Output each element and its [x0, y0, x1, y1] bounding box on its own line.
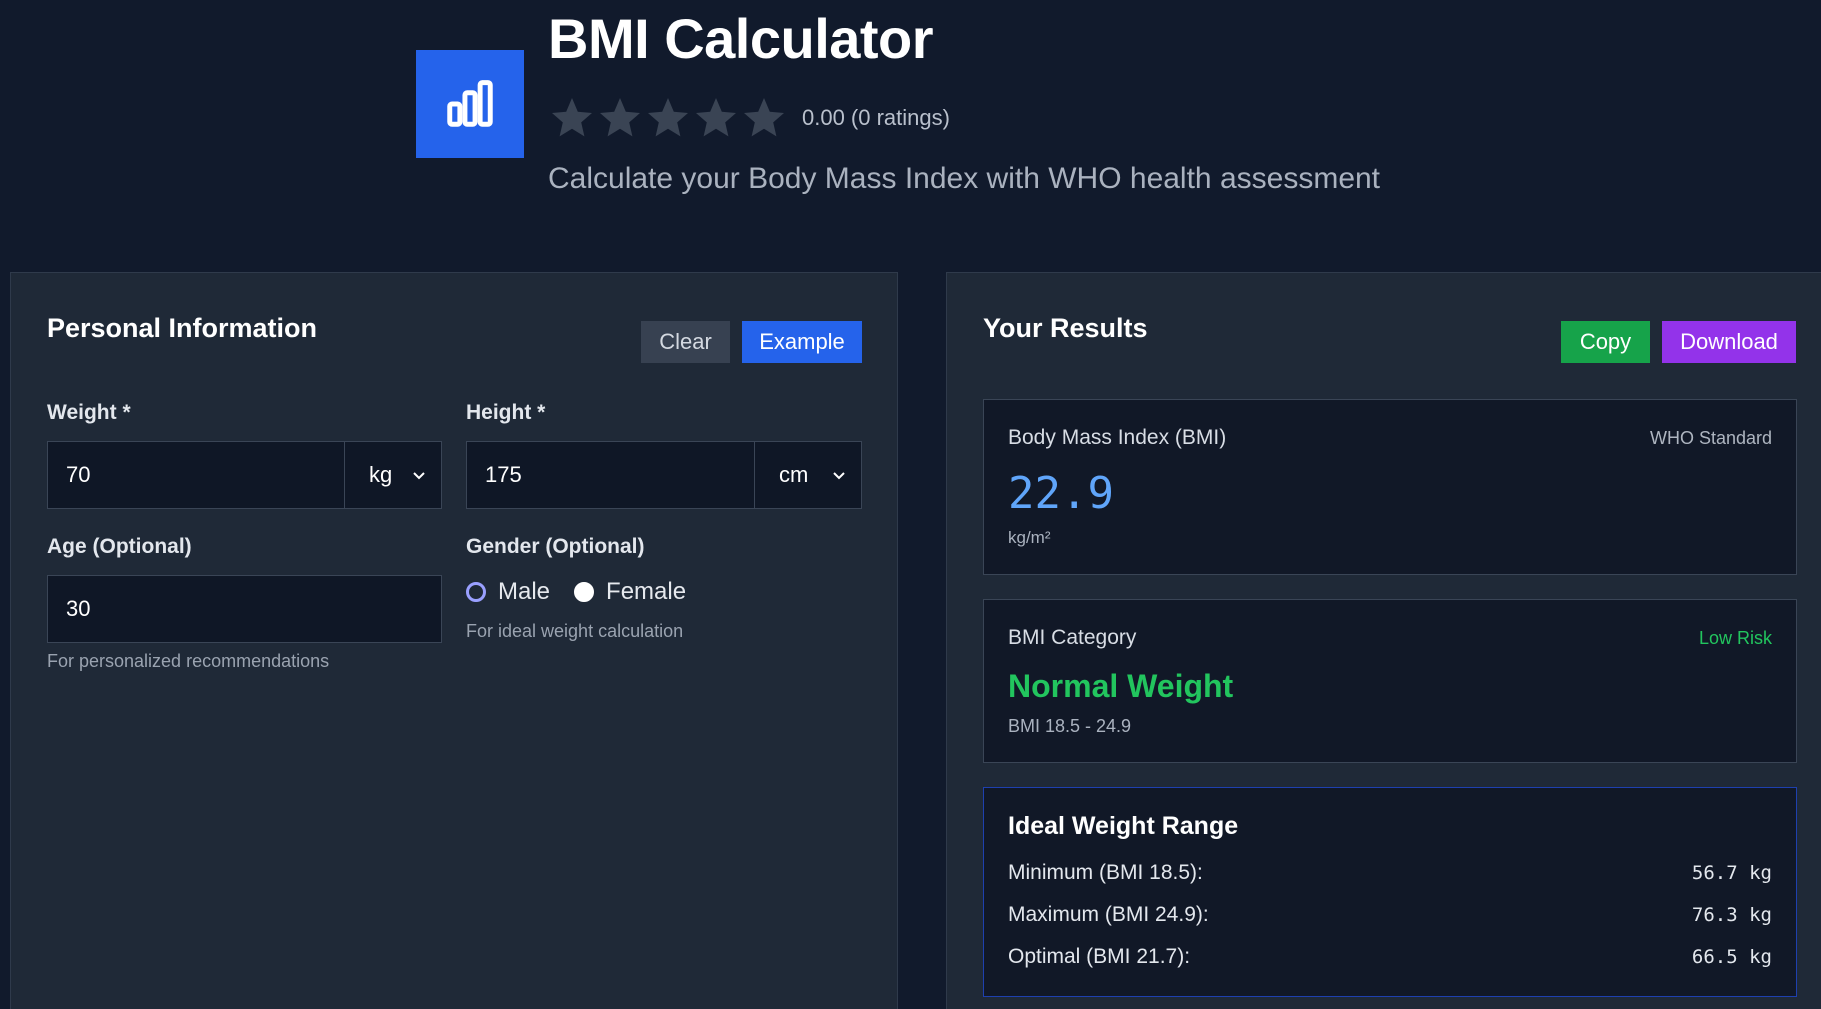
height-input[interactable]: 175 [466, 441, 755, 509]
category-range: BMI 18.5 - 24.9 [1008, 716, 1132, 736]
gender-radio-group: Male Female [466, 578, 710, 606]
gender-option-label[interactable]: Female [606, 578, 687, 605]
age-input[interactable]: 30 [47, 575, 442, 643]
ideal-row-minimum: Minimum (BMI 18.5): 56.7 kg [1008, 858, 1772, 888]
bmi-unit: kg/m² [1008, 528, 1051, 547]
ideal-row-label: Minimum (BMI 18.5): [1008, 861, 1203, 884]
ideal-row-maximum: Maximum (BMI 24.9): 76.3 kg [1008, 900, 1772, 930]
example-button[interactable]: Example [742, 321, 862, 363]
download-button[interactable]: Download [1662, 321, 1796, 363]
rating-text: 0.00 (0 ratings) [802, 105, 950, 130]
weight-unit-select[interactable]: kg [344, 441, 442, 509]
panel-title: Personal Information [47, 313, 318, 343]
app-logo [416, 50, 524, 158]
bmi-value: 22.9 [1008, 468, 1114, 519]
ideal-weight-card: Ideal Weight Range Minimum (BMI 18.5): 5… [983, 787, 1797, 997]
bmi-category-card: BMI Category Low Risk Normal Weight BMI … [983, 599, 1797, 763]
age-hint: For personalized recommendations [47, 651, 330, 671]
star-icon[interactable] [548, 94, 596, 142]
age-label: Age (Optional) [47, 535, 192, 558]
ideal-row-label: Optimal (BMI 21.7): [1008, 945, 1191, 968]
bar-chart-icon [447, 80, 493, 127]
weight-label: Weight * [47, 401, 131, 424]
page-subtitle: Calculate your Body Mass Index with WHO … [548, 162, 1381, 195]
height-unit-value: cm [779, 462, 809, 487]
gender-hint: For ideal weight calculation [466, 621, 684, 641]
bmi-label: Body Mass Index (BMI) [1008, 426, 1227, 449]
panel-title: Your Results [983, 313, 1148, 343]
ideal-row-label: Maximum (BMI 24.9): [1008, 903, 1209, 926]
results-panel: Your Results Copy Download Body Mass Ind… [946, 272, 1821, 1009]
ideal-row-value: 56.7 kg [1691, 862, 1772, 884]
personal-info-panel: Personal Information Clear Example Weigh… [10, 272, 898, 1009]
page-title: BMI Calculator [548, 7, 934, 70]
chevron-down-icon [413, 472, 425, 480]
who-standard-tag: WHO Standard [1649, 428, 1772, 448]
weight-input[interactable]: 70 [47, 441, 345, 509]
gender-radio-male[interactable] [466, 582, 486, 602]
gender-option-label[interactable]: Male [498, 578, 551, 605]
ideal-weight-title: Ideal Weight Range [1008, 812, 1239, 840]
clear-button[interactable]: Clear [641, 321, 730, 363]
risk-badge: Low Risk [1698, 628, 1772, 648]
ideal-row-optimal: Optimal (BMI 21.7): 66.5 kg [1008, 942, 1772, 972]
height-unit-select[interactable]: cm [754, 441, 862, 509]
gender-radio-female[interactable] [574, 582, 595, 602]
star-icon[interactable] [596, 94, 644, 142]
category-label: BMI Category [1008, 626, 1137, 649]
star-icon[interactable] [692, 94, 740, 142]
star-icon[interactable] [740, 94, 788, 142]
ideal-row-value: 66.5 kg [1691, 946, 1772, 968]
weight-unit-value: kg [369, 462, 393, 487]
rating-row: 0.00 (0 ratings) [548, 94, 950, 142]
height-label: Height * [466, 401, 546, 424]
bmi-card: Body Mass Index (BMI) WHO Standard 22.9 … [983, 399, 1797, 575]
gender-label: Gender (Optional) [466, 535, 645, 558]
star-icon[interactable] [644, 94, 692, 142]
chevron-down-icon [833, 472, 845, 480]
category-value: Normal Weight [1008, 668, 1234, 704]
copy-button[interactable]: Copy [1561, 321, 1650, 363]
ideal-row-value: 76.3 kg [1691, 904, 1772, 926]
